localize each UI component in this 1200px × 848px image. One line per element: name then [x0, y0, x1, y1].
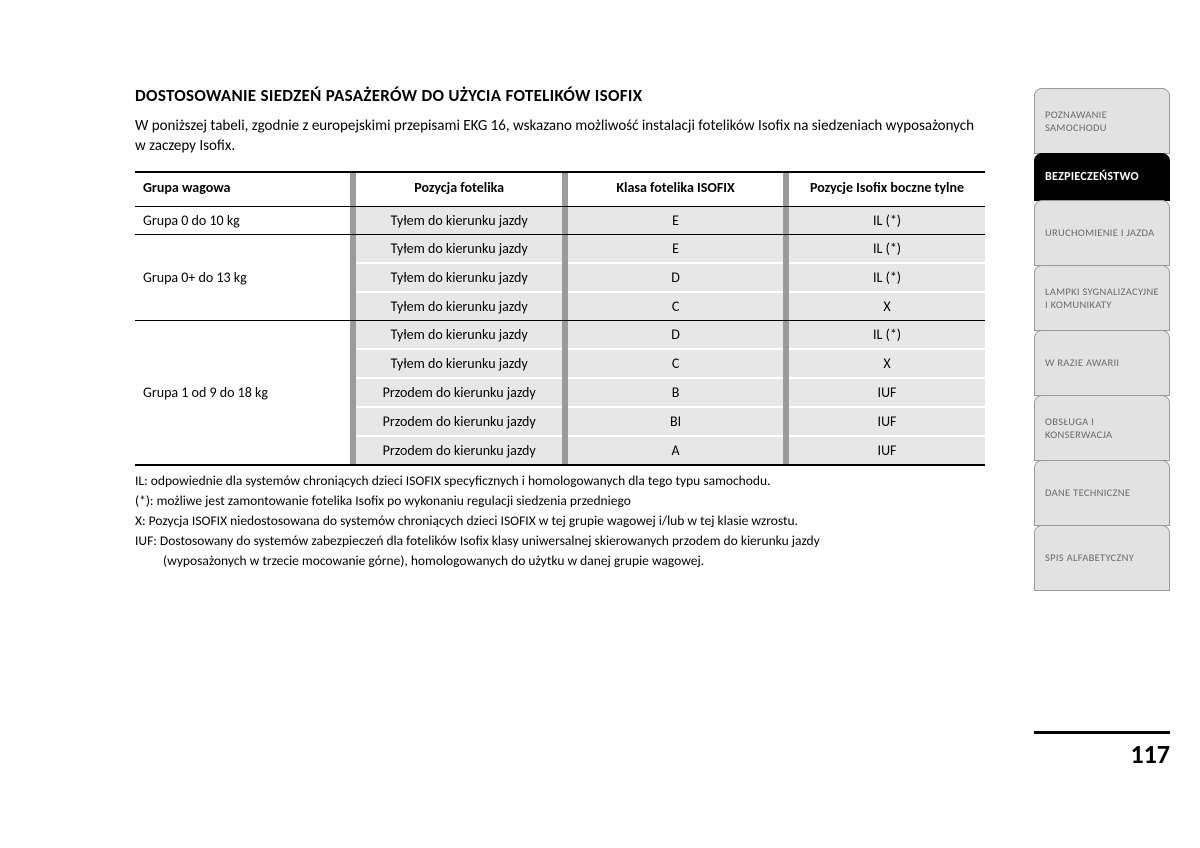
cell-position: Przodem do kierunku jazdy [356, 407, 562, 436]
cell-rear: IUF [789, 378, 985, 407]
cell-class: D [568, 263, 783, 292]
page-number: 117 [1034, 731, 1170, 770]
page-title: DOSTOSOWANIE SIEDZEŃ PASAŻERÓW DO UŻYCIA… [135, 85, 985, 106]
side-tab[interactable]: POZNAWANIE SAMOCHODU [1034, 88, 1170, 154]
cell-class: A [568, 436, 783, 464]
th-class: Klasa fotelika ISOFIX [568, 172, 783, 207]
cell-class: BI [568, 407, 783, 436]
side-tab[interactable]: BEZPIECZEŃSTWO [1034, 153, 1170, 201]
table-bottom-rule [135, 464, 985, 466]
cell-rear: IUF [789, 436, 985, 464]
cell-rear: X [789, 349, 985, 378]
side-tabs: POZNAWANIE SAMOCHODUBEZPIECZEŃSTWOURUCHO… [1034, 88, 1170, 590]
cell-class: C [568, 292, 783, 321]
th-group: Grupa wagowa [135, 172, 350, 207]
note-line: (*): możliwe jest zamontowanie fotelika … [135, 492, 985, 510]
cell-position: Przodem do kierunku jazdy [356, 378, 562, 407]
cell-class: E [568, 206, 783, 234]
isofix-table: Grupa wagowa Pozycja fotelika Klasa fote… [135, 171, 985, 464]
cell-rear: IL (*) [789, 320, 985, 349]
cell-class: B [568, 378, 783, 407]
intro-paragraph: W poniższej tabeli, zgodnie z europejski… [135, 116, 985, 157]
cell-position: Tyłem do kierunku jazdy [356, 234, 562, 263]
note-line: (wyposażonych w trzecie mocowanie górne)… [135, 552, 985, 570]
cell-class: D [568, 320, 783, 349]
cell-position: Tyłem do kierunku jazdy [356, 206, 562, 234]
side-tab[interactable]: DANE TECHNICZNE [1034, 460, 1170, 526]
cell-position: Przodem do kierunku jazdy [356, 436, 562, 464]
notes-block: IL: odpowiednie dla systemów chroniących… [135, 472, 985, 571]
cell-position: Tyłem do kierunku jazdy [356, 320, 562, 349]
side-tab[interactable]: W RAZIE AWARII [1034, 330, 1170, 396]
th-position: Pozycja fotelika [356, 172, 562, 207]
side-tab[interactable]: URUCHOMIENIE I JAZDA [1034, 200, 1170, 266]
note-line: IL: odpowiednie dla systemów chroniących… [135, 472, 985, 490]
cell-rear: IL (*) [789, 234, 985, 263]
side-tab[interactable]: LAMPKI SYGNALIZACYJNE I KOMUNIKATY [1034, 265, 1170, 331]
cell-position: Tyłem do kierunku jazdy [356, 349, 562, 378]
cell-rear: IL (*) [789, 206, 985, 234]
th-rear: Pozycje Isofix boczne tylne [789, 172, 985, 207]
group-label: Grupa 1 od 9 do 18 kg [135, 320, 350, 464]
group-label: Grupa 0 do 10 kg [135, 206, 350, 234]
cell-class: E [568, 234, 783, 263]
note-line: X: Pozycja ISOFIX niedostosowana do syst… [135, 512, 985, 530]
side-tab[interactable]: OBSŁUGA I KONSERWACJA [1034, 395, 1170, 461]
cell-rear: X [789, 292, 985, 321]
group-label: Grupa 0+ do 13 kg [135, 234, 350, 320]
side-tab[interactable]: SPIS ALFABETYCZNY [1034, 525, 1170, 591]
cell-rear: IUF [789, 407, 985, 436]
note-line: IUF: Dostosowany do systemów zabezpiecze… [135, 532, 985, 550]
cell-rear: IL (*) [789, 263, 985, 292]
cell-position: Tyłem do kierunku jazdy [356, 263, 562, 292]
page-content: DOSTOSOWANIE SIEDZEŃ PASAŻERÓW DO UŻYCIA… [0, 0, 985, 571]
cell-position: Tyłem do kierunku jazdy [356, 292, 562, 321]
cell-class: C [568, 349, 783, 378]
